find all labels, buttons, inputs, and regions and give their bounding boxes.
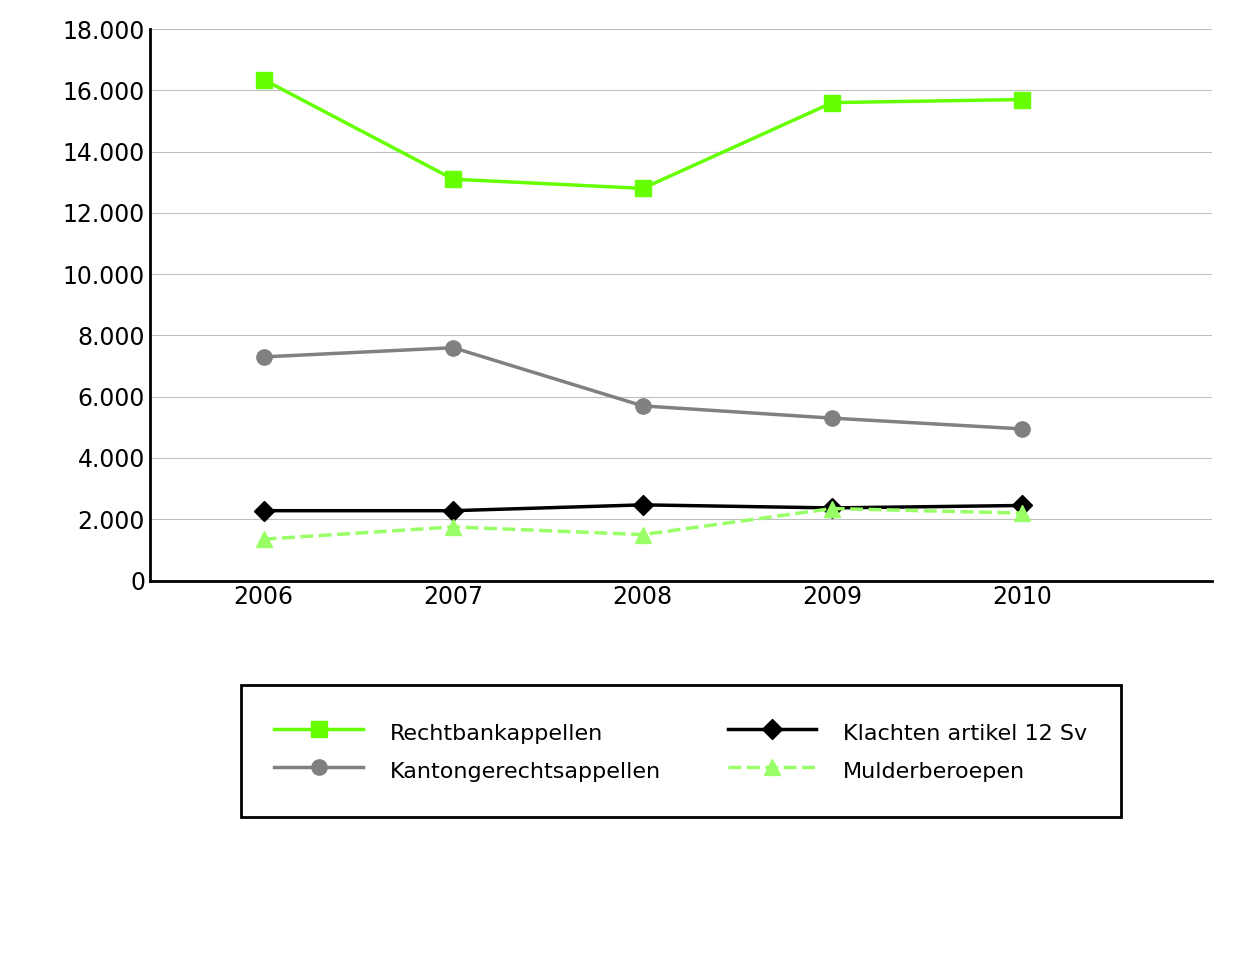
Legend: Rechtbankappellen, Kantongerechtsappellen, Klachten artikel 12 Sv, Mulderberoepe: Rechtbankappellen, Kantongerechtsappelle…: [241, 685, 1120, 818]
